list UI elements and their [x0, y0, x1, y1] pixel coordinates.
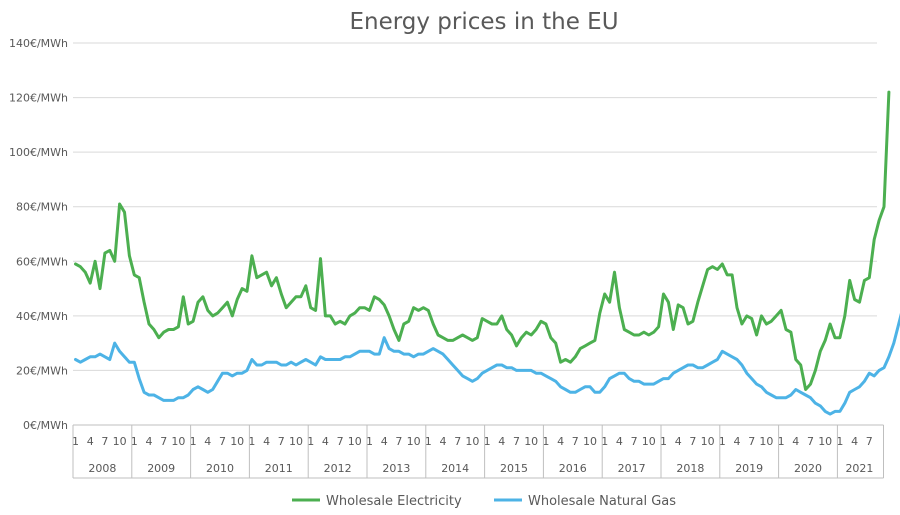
x-month-tick-label: 10	[348, 435, 362, 448]
x-month-tick-label: 1	[484, 435, 491, 448]
x-month-tick-label: 10	[759, 435, 773, 448]
x-month-tick-label: 7	[395, 435, 402, 448]
x-month-tick-label: 10	[524, 435, 538, 448]
x-month-tick-label: 7	[513, 435, 520, 448]
x-month-tick-label: 10	[113, 435, 127, 448]
series-line-wholesale-electricity	[74, 90, 891, 391]
x-month-tick-label: 10	[642, 435, 656, 448]
x-month-tick-label: 4	[381, 435, 388, 448]
x-month-tick-label: 7	[101, 435, 108, 448]
x-month-tick-label: 7	[454, 435, 461, 448]
x-year-label: 2009	[147, 462, 175, 475]
x-month-tick-label: 4	[557, 435, 564, 448]
x-month-tick-label: 4	[204, 435, 211, 448]
x-month-tick-label: 10	[818, 435, 832, 448]
x-month-tick-label: 1	[131, 435, 138, 448]
x-year-label: 2018	[676, 462, 704, 475]
y-tick-label: 140€/MWh	[9, 37, 68, 50]
x-month-tick-label: 7	[337, 435, 344, 448]
x-month-tick-label: 10	[289, 435, 303, 448]
x-month-tick-label: 1	[601, 435, 608, 448]
x-year-label: 2021	[845, 462, 873, 475]
x-year-label: 2010	[206, 462, 234, 475]
legend-label-electricity: Wholesale Electricity	[326, 494, 462, 509]
x-year-label: 2017	[618, 462, 646, 475]
x-year-label: 2008	[88, 462, 116, 475]
x-month-tick-label: 10	[701, 435, 715, 448]
x-month-tick-label: 4	[263, 435, 270, 448]
x-month-tick-label: 1	[248, 435, 255, 448]
x-month-tick-label: 10	[230, 435, 244, 448]
x-year-label: 2013	[382, 462, 410, 475]
x-month-tick-label: 1	[425, 435, 432, 448]
x-month-tick-label: 10	[407, 435, 421, 448]
legend-label-gas: Wholesale Natural Gas	[528, 494, 676, 509]
y-tick-label: 100€/MWh	[9, 146, 68, 159]
x-month-tick-label: 4	[851, 435, 858, 448]
x-month-tick-label: 10	[171, 435, 185, 448]
x-month-tick-label: 7	[631, 435, 638, 448]
x-year-label: 2011	[265, 462, 293, 475]
chart-legend: Wholesale Electricity Wholesale Natural …	[292, 494, 676, 509]
x-month-tick-label: 7	[278, 435, 285, 448]
x-month-tick-label: 4	[322, 435, 329, 448]
x-month-tick-label: 4	[87, 435, 94, 448]
x-month-tick-label: 1	[72, 435, 79, 448]
x-month-tick-label: 7	[689, 435, 696, 448]
x-month-tick-label: 1	[778, 435, 785, 448]
x-month-tick-label: 7	[748, 435, 755, 448]
x-month-tick-label: 4	[616, 435, 623, 448]
x-month-tick-label: 7	[572, 435, 579, 448]
x-year-label: 2012	[324, 462, 352, 475]
x-month-tick-label: 10	[465, 435, 479, 448]
x-month-tick-label: 4	[734, 435, 741, 448]
y-tick-label: 80€/MWh	[16, 201, 68, 214]
x-year-label: 2016	[559, 462, 587, 475]
x-month-tick-label: 4	[440, 435, 447, 448]
x-month-tick-label: 7	[866, 435, 873, 448]
y-tick-label: 120€/MWh	[9, 92, 68, 105]
x-month-tick-label: 4	[792, 435, 799, 448]
x-year-label: 2014	[441, 462, 469, 475]
x-year-label: 2015	[500, 462, 528, 475]
x-month-tick-label: 7	[160, 435, 167, 448]
y-tick-label: 0€/MWh	[23, 419, 68, 432]
x-month-tick-label: 4	[498, 435, 505, 448]
y-tick-label: 20€/MWh	[16, 364, 68, 377]
y-tick-label: 40€/MWh	[16, 310, 68, 323]
series-line-wholesale-natural-gas	[74, 312, 900, 416]
x-month-tick-label: 1	[660, 435, 667, 448]
x-month-tick-label: 4	[675, 435, 682, 448]
x-month-tick-label: 1	[366, 435, 373, 448]
x-year-label: 2020	[794, 462, 822, 475]
x-month-tick-label: 10	[583, 435, 597, 448]
x-year-label: 2019	[735, 462, 763, 475]
x-month-tick-label: 1	[190, 435, 197, 448]
x-month-tick-label: 7	[807, 435, 814, 448]
x-month-tick-label: 1	[719, 435, 726, 448]
x-month-tick-label: 1	[836, 435, 843, 448]
x-month-tick-label: 1	[307, 435, 314, 448]
x-month-tick-label: 7	[219, 435, 226, 448]
x-month-tick-label: 1	[542, 435, 549, 448]
chart-title: Energy prices in the EU	[349, 9, 618, 35]
y-tick-label: 60€/MWh	[16, 255, 68, 268]
x-month-tick-label: 4	[146, 435, 153, 448]
